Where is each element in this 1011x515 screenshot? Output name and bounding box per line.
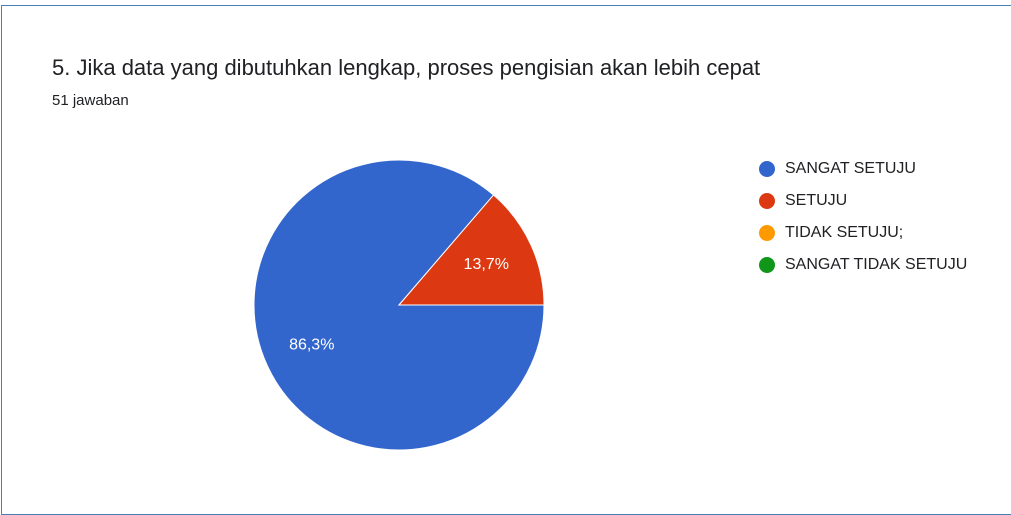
legend-swatch [759, 225, 775, 241]
legend-label: SANGAT TIDAK SETUJU [785, 256, 967, 273]
page: {"chart_data": {"type": "pie", "title": … [1, 5, 1011, 515]
slice-label: 13,7% [464, 256, 509, 273]
chart: 5. Jika data yang dibutuhkan lengkap, pr… [52, 55, 967, 451]
legend-swatch [759, 161, 775, 177]
pie-slice [397, 194, 545, 306]
chart-subtitle: 51 jawaban [52, 92, 129, 109]
legend-swatch [759, 257, 775, 273]
legend-swatch [759, 193, 775, 209]
legend-label: SETUJU [785, 192, 847, 209]
slice-label: 86,3% [289, 336, 334, 353]
legend-label: TIDAK SETUJU; [785, 224, 903, 241]
legend-label: SANGAT SETUJU [785, 160, 916, 177]
chart-title: 5. Jika data yang dibutuhkan lengkap, pr… [52, 55, 760, 80]
